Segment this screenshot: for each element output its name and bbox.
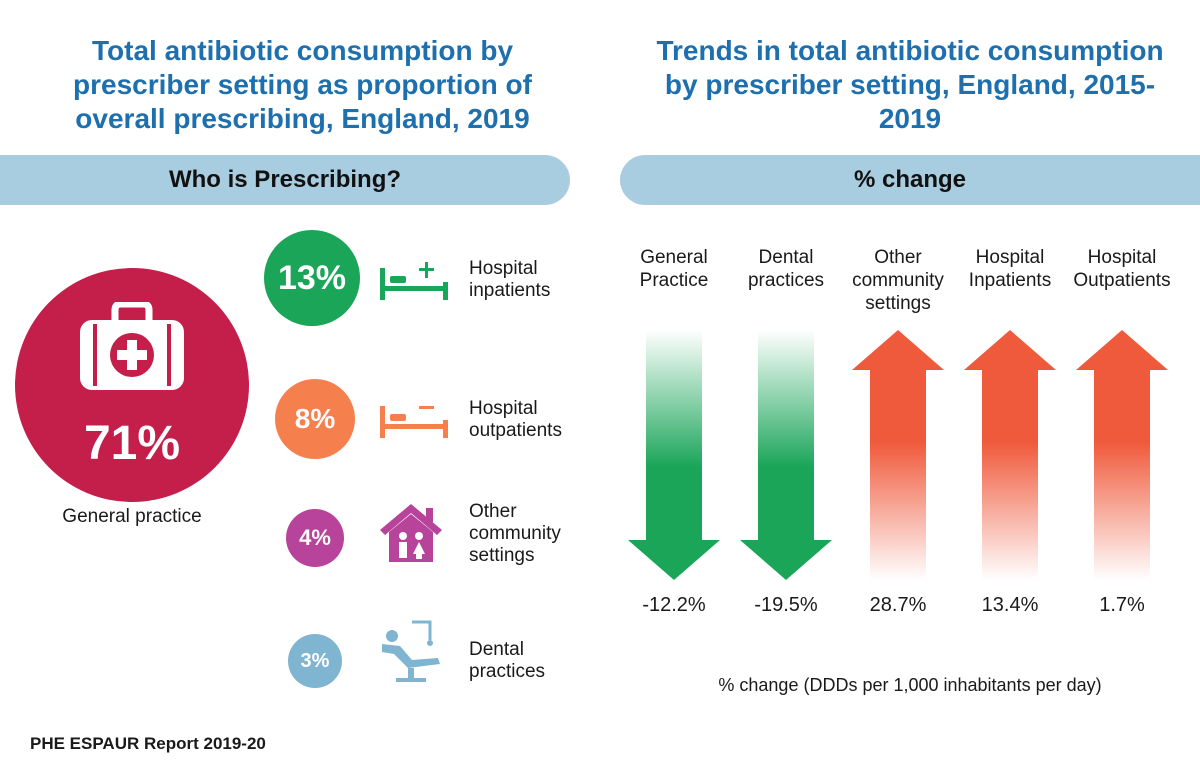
arrow-general-practice — [628, 330, 720, 580]
source-label: PHE ESPAUR Report 2019-20 — [30, 734, 266, 753]
other-community-percent: 4% — [299, 525, 331, 550]
category-label-hospital-inpatients: Hospital Inpatients — [968, 247, 1052, 291]
hospital-outpatients-label: Hospital outpatients — [469, 398, 562, 441]
left-chart-title: Total antibiotic consumption by prescrib… — [73, 35, 532, 134]
dental-practices-percent: 3% — [300, 649, 330, 672]
arrow-other-community-settings — [852, 330, 944, 580]
hospital-bed-minus-icon — [380, 406, 448, 438]
other-community-label: Other community settings — [469, 501, 561, 566]
general-practice-circle: 71% — [15, 268, 249, 502]
dental-chair-icon — [382, 620, 440, 682]
hospital-bed-plus-icon — [380, 262, 448, 300]
hospital-outpatients-percent: 8% — [294, 403, 336, 434]
hospital-outpatients-circle: 8% — [275, 379, 355, 459]
dental-practices-circle: 3% — [288, 634, 342, 688]
category-label-general-practice: General Practice — [639, 247, 709, 291]
percent-change-banner: % change — [620, 155, 1200, 205]
value-label-general-practice: -12.2% — [642, 594, 706, 616]
general-practice-percent: 71% — [83, 417, 181, 470]
hospital-inpatients-circle: 13% — [264, 230, 360, 326]
hospital-inpatients-label: Hospital inpatients — [469, 258, 551, 301]
dental-practices-label: Dental practices — [469, 639, 546, 682]
community-house-icon — [380, 504, 442, 562]
right-chart-title: Trends in total antibiotic consumption b… — [656, 35, 1164, 134]
category-label-other-community-settings: Other community settings — [852, 247, 944, 314]
value-label-hospital-outpatients: 1.7% — [1099, 594, 1145, 616]
arrow-hospital-inpatients — [964, 330, 1056, 580]
value-label-other-community-settings: 28.7% — [869, 594, 927, 616]
category-label-dental-practices: Dental practices — [747, 247, 825, 291]
arrow-dental-practices — [740, 330, 832, 580]
general-practice-label: General practice — [62, 506, 202, 527]
arrow-hospital-outpatients — [1076, 330, 1168, 580]
who-is-prescribing-banner: Who is Prescribing? — [0, 155, 570, 205]
other-community-circle: 4% — [286, 509, 344, 567]
hospital-inpatients-percent: 13% — [277, 258, 347, 297]
medical-kit-icon — [80, 302, 184, 390]
value-label-dental-practices: -19.5% — [754, 594, 818, 616]
change-chart-axis-label: % change (DDDs per 1,000 inhabitants per… — [718, 675, 1102, 695]
value-label-hospital-inpatients: 13.4% — [981, 594, 1039, 616]
category-label-hospital-outpatients: Hospital Outpatients — [1073, 247, 1171, 291]
